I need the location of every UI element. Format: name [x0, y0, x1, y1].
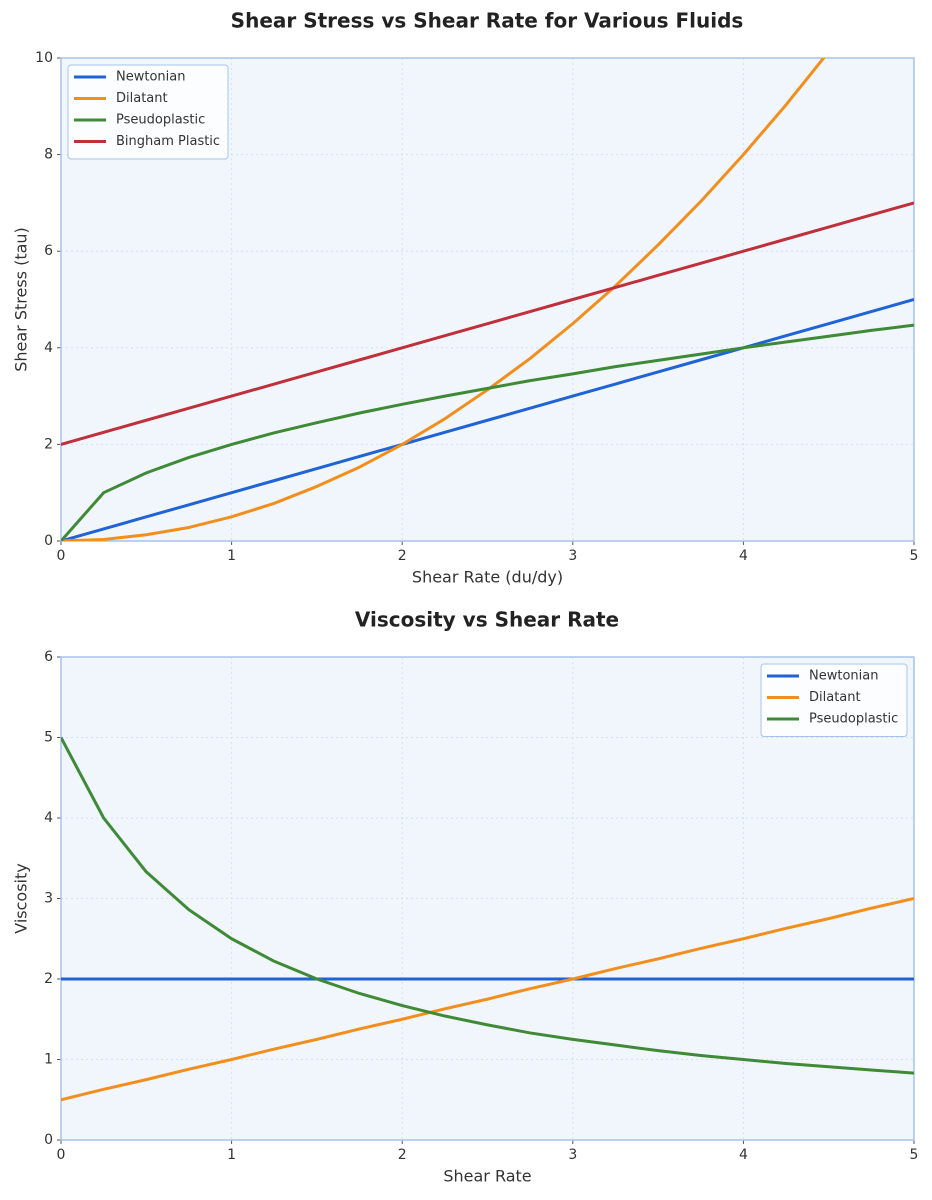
- legend-label: Dilatant: [116, 91, 168, 106]
- series-line: [61, 298, 914, 541]
- y-tick-label: 2: [44, 971, 53, 987]
- legend-label: Pseudoplastic: [116, 113, 205, 128]
- x-tick-label: 0: [57, 548, 66, 564]
- x-tick-label: 2: [398, 548, 407, 564]
- legend-label: Dilatant: [809, 690, 861, 705]
- y-tick-label: 6: [44, 649, 53, 665]
- x-tick-label: 3: [568, 548, 577, 564]
- y-tick-label: 4: [44, 810, 53, 826]
- x-tick-label: 1: [227, 548, 236, 564]
- series-line: [61, 58, 826, 541]
- chart: Shear Stress vs Shear Rate for Various F…: [12, 9, 919, 587]
- x-tick-label: 4: [739, 548, 748, 564]
- y-tick-label: 6: [44, 243, 53, 259]
- x-tick-label: 2: [398, 1147, 407, 1163]
- y-tick-label: 8: [44, 147, 53, 163]
- y-tick-label: 0: [44, 533, 53, 549]
- y-tick-label: 5: [44, 730, 53, 746]
- legend-label: Newtonian: [116, 70, 185, 85]
- legend-box: [67, 64, 229, 160]
- x-tick-label: 5: [910, 548, 919, 564]
- chart: Viscosity vs Shear Rate 0 1 2 3 4 5 0 1 2 3 4 5 6 Shea…: [12, 608, 919, 1186]
- x-axis-label: Shear Rate (du/dy): [412, 568, 563, 587]
- legend-label: Pseudoplastic: [809, 712, 898, 727]
- legend-label: Bingham Plastic: [116, 134, 220, 149]
- x-tick-label: 0: [57, 1147, 66, 1163]
- x-tick-label: 4: [739, 1147, 748, 1163]
- x-tick-label: 5: [910, 1147, 919, 1163]
- y-tick-label: 0: [44, 1132, 53, 1148]
- y-tick-label: 3: [44, 891, 53, 907]
- series-line: [61, 323, 914, 541]
- x-tick-label: 1: [227, 1147, 236, 1163]
- x-axis-label: Shear Rate: [443, 1167, 531, 1186]
- y-tick-label: 2: [44, 436, 53, 452]
- chart-title: Shear Stress vs Shear Rate for Various F…: [231, 9, 744, 33]
- legend: Newtonian Dilatant Pseudoplastic: [760, 663, 908, 737]
- y-axis-label: Shear Stress (tau): [12, 227, 31, 372]
- series-line: [61, 736, 914, 1075]
- y-tick-label: 4: [44, 340, 53, 356]
- legend-label: Newtonian: [809, 669, 878, 684]
- chart-title: Viscosity vs Shear Rate: [355, 608, 619, 632]
- y-tick-label: 1: [44, 1052, 53, 1068]
- series-line: [61, 897, 914, 1102]
- y-tick-label: 10: [35, 50, 53, 66]
- x-tick-label: 3: [568, 1147, 577, 1163]
- series-line: [61, 201, 914, 446]
- legend: Newtonian Dilatant Pseudoplastic Bingham Pl…: [67, 64, 229, 160]
- y-axis-label: Viscosity: [12, 863, 31, 933]
